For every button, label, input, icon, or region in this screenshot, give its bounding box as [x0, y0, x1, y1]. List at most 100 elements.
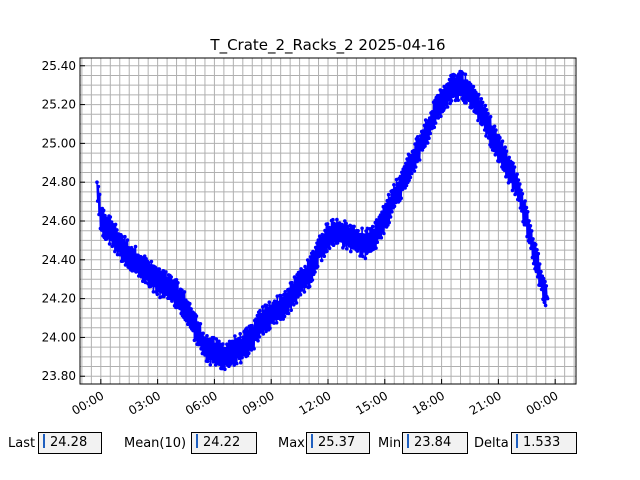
data-point	[261, 332, 266, 336]
text-cursor	[407, 434, 409, 448]
data-point	[525, 210, 530, 214]
data-point	[430, 110, 435, 114]
data-point	[534, 269, 539, 274]
data-point	[123, 234, 127, 239]
data-point	[357, 247, 361, 251]
data-point	[478, 100, 482, 104]
data-point	[344, 221, 349, 226]
data-point	[153, 265, 158, 270]
mean-value-field[interactable]: 24.22	[191, 432, 257, 454]
data-point	[105, 217, 110, 222]
x-tick-label: 09:00	[240, 388, 277, 417]
mean-value: 24.22	[203, 435, 241, 450]
data-point	[386, 192, 391, 197]
text-cursor	[196, 434, 198, 448]
data-point	[426, 119, 431, 123]
data-point	[323, 228, 327, 233]
data-point	[302, 290, 307, 294]
data-point	[428, 131, 433, 136]
data-point	[539, 269, 543, 274]
data-point	[524, 205, 529, 210]
data-point	[375, 240, 380, 244]
data-point	[191, 328, 195, 333]
mean-label: Mean(10)	[124, 436, 187, 451]
data-point	[390, 188, 395, 193]
data-point	[109, 220, 114, 224]
data-point	[417, 158, 422, 162]
data-point	[205, 359, 210, 364]
data-point	[108, 215, 113, 219]
data-point	[252, 346, 256, 351]
data-point	[162, 294, 166, 299]
data-point	[363, 256, 368, 261]
data-point	[370, 224, 375, 229]
data-point	[388, 215, 393, 219]
data-point	[111, 242, 116, 247]
data-point	[152, 283, 157, 288]
data-point	[500, 139, 505, 143]
data-point	[267, 300, 272, 305]
data-point	[164, 270, 168, 274]
data-point	[400, 170, 404, 175]
data-point	[482, 128, 487, 132]
data-point	[319, 258, 324, 263]
data-point	[529, 246, 533, 250]
data-point	[462, 79, 466, 83]
data-point	[298, 292, 303, 297]
data-point	[362, 249, 366, 253]
data-point	[393, 186, 398, 191]
data-point	[282, 314, 287, 319]
data-point	[446, 82, 451, 86]
data-point	[282, 292, 286, 297]
data-point	[484, 108, 489, 112]
data-point	[99, 228, 104, 232]
max-value-field[interactable]: 25.37	[306, 432, 370, 454]
data-point	[246, 329, 250, 333]
data-point	[542, 300, 547, 305]
data-point	[262, 309, 266, 313]
last-value-field[interactable]: 24.28	[38, 432, 102, 454]
data-point	[132, 248, 136, 252]
data-point	[402, 165, 407, 169]
data-point	[118, 252, 122, 257]
data-point	[95, 180, 99, 184]
data-point	[120, 234, 124, 239]
data-point	[96, 184, 101, 189]
text-cursor	[43, 434, 45, 448]
data-point	[521, 219, 525, 224]
data-point	[146, 281, 150, 286]
data-point	[470, 104, 475, 109]
data-point	[254, 317, 258, 321]
min-value-field[interactable]: 23.84	[402, 432, 468, 454]
data-point	[310, 278, 315, 282]
data-point	[485, 131, 490, 135]
data-point	[107, 242, 112, 246]
data-point	[274, 300, 278, 304]
delta-value-field[interactable]: 1.533	[511, 432, 577, 454]
data-point	[303, 264, 307, 269]
data-point	[417, 138, 421, 142]
data-point	[180, 288, 184, 292]
data-point	[226, 342, 230, 347]
data-point	[538, 283, 543, 288]
data-point	[494, 128, 498, 132]
data-point	[333, 238, 337, 243]
data-point	[237, 336, 241, 341]
data-point	[305, 281, 309, 285]
data-point	[404, 183, 409, 188]
data-point	[394, 177, 399, 182]
data-point	[115, 252, 120, 257]
data-point	[418, 134, 423, 138]
data-point	[498, 135, 502, 140]
max-value: 25.37	[318, 435, 356, 450]
data-point	[315, 241, 319, 245]
data-point	[292, 303, 296, 307]
y-tick-label: 23.80	[42, 369, 76, 383]
data-point	[360, 226, 364, 231]
data-point	[301, 284, 305, 289]
data-point	[139, 274, 144, 279]
data-point	[518, 182, 522, 186]
data-point	[255, 313, 260, 318]
data-point	[352, 224, 356, 229]
